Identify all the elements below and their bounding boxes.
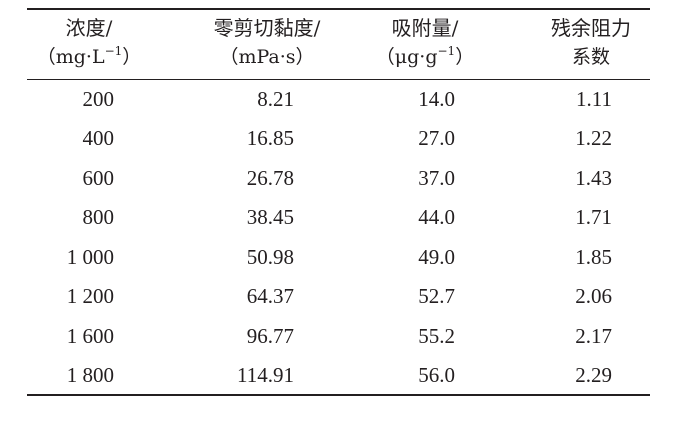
viscosity-cell: 114.91 bbox=[237, 363, 294, 387]
table-row: 1 200 64.37 52.7 2.06 bbox=[0, 276, 683, 316]
header-residual-title: 残余阻力 bbox=[551, 16, 631, 40]
residual-resistance-cell: 1.71 bbox=[575, 205, 612, 229]
residual-resistance-cell: 1.85 bbox=[575, 245, 612, 269]
concentration-cell: 1 800 bbox=[66, 363, 114, 387]
table-row: 1 000 50.98 49.0 1.85 bbox=[0, 237, 683, 277]
header-zero-shear-viscosity: 零剪切黏度/ （mPa·s） bbox=[179, 14, 355, 72]
header-adsorption-title: 吸附量/ bbox=[391, 16, 459, 40]
table-row: 1 800 114.91 56.0 2.29 bbox=[0, 355, 683, 395]
concentration-cell: 1 600 bbox=[66, 324, 114, 348]
table-row: 1 600 96.77 55.2 2.17 bbox=[0, 316, 683, 356]
header-adsorption-unit: （μg·g−1） bbox=[375, 44, 475, 68]
concentration-cell: 1 200 bbox=[66, 284, 114, 308]
residual-resistance-cell: 2.06 bbox=[575, 284, 612, 308]
header-viscosity-unit: （mPa·s） bbox=[219, 46, 315, 68]
viscosity-cell: 8.21 bbox=[257, 87, 294, 111]
concentration-cell: 600 bbox=[82, 166, 115, 190]
header-residual-resistance: 残余阻力 系数 bbox=[532, 14, 650, 72]
header-concentration-unit: （mg·L−1） bbox=[36, 44, 142, 68]
adsorption-cell: 37.0 bbox=[418, 166, 455, 190]
viscosity-cell: 50.98 bbox=[246, 245, 294, 269]
adsorption-cell: 56.0 bbox=[418, 363, 455, 387]
viscosity-cell: 38.45 bbox=[246, 205, 294, 229]
adsorption-cell: 27.0 bbox=[418, 126, 455, 150]
residual-resistance-cell: 2.17 bbox=[575, 324, 612, 348]
residual-resistance-cell: 2.29 bbox=[575, 363, 612, 387]
header-viscosity-title: 零剪切黏度/ bbox=[213, 16, 321, 40]
header-concentration-title: 浓度/ bbox=[65, 16, 113, 40]
table-bottom-rule bbox=[27, 394, 650, 396]
header-residual-unit: 系数 bbox=[571, 46, 610, 68]
table-header-rule bbox=[27, 79, 650, 80]
header-concentration: 浓度/ （mg·L−1） bbox=[27, 14, 151, 72]
concentration-cell: 200 bbox=[82, 87, 115, 111]
table-row: 400 16.85 27.0 1.22 bbox=[0, 118, 683, 158]
table-top-rule bbox=[27, 8, 650, 10]
residual-resistance-cell: 1.11 bbox=[576, 87, 612, 111]
table-row: 600 26.78 37.0 1.43 bbox=[0, 158, 683, 198]
residual-resistance-cell: 1.43 bbox=[575, 166, 612, 190]
viscosity-cell: 96.77 bbox=[246, 324, 294, 348]
adsorption-cell: 14.0 bbox=[418, 87, 455, 111]
concentration-cell: 800 bbox=[82, 205, 115, 229]
adsorption-cell: 44.0 bbox=[418, 205, 455, 229]
concentration-cell: 400 bbox=[82, 126, 115, 150]
residual-resistance-cell: 1.22 bbox=[575, 126, 612, 150]
adsorption-cell: 52.7 bbox=[418, 284, 455, 308]
viscosity-cell: 26.78 bbox=[246, 166, 294, 190]
table-row: 200 8.21 14.0 1.11 bbox=[0, 79, 683, 119]
table-row: 800 38.45 44.0 1.71 bbox=[0, 197, 683, 237]
header-adsorption: 吸附量/ （μg·g−1） bbox=[363, 14, 487, 72]
concentration-cell: 1 000 bbox=[66, 245, 114, 269]
adsorption-cell: 55.2 bbox=[418, 324, 455, 348]
viscosity-cell: 64.37 bbox=[246, 284, 294, 308]
viscosity-cell: 16.85 bbox=[246, 126, 294, 150]
adsorption-cell: 49.0 bbox=[418, 245, 455, 269]
